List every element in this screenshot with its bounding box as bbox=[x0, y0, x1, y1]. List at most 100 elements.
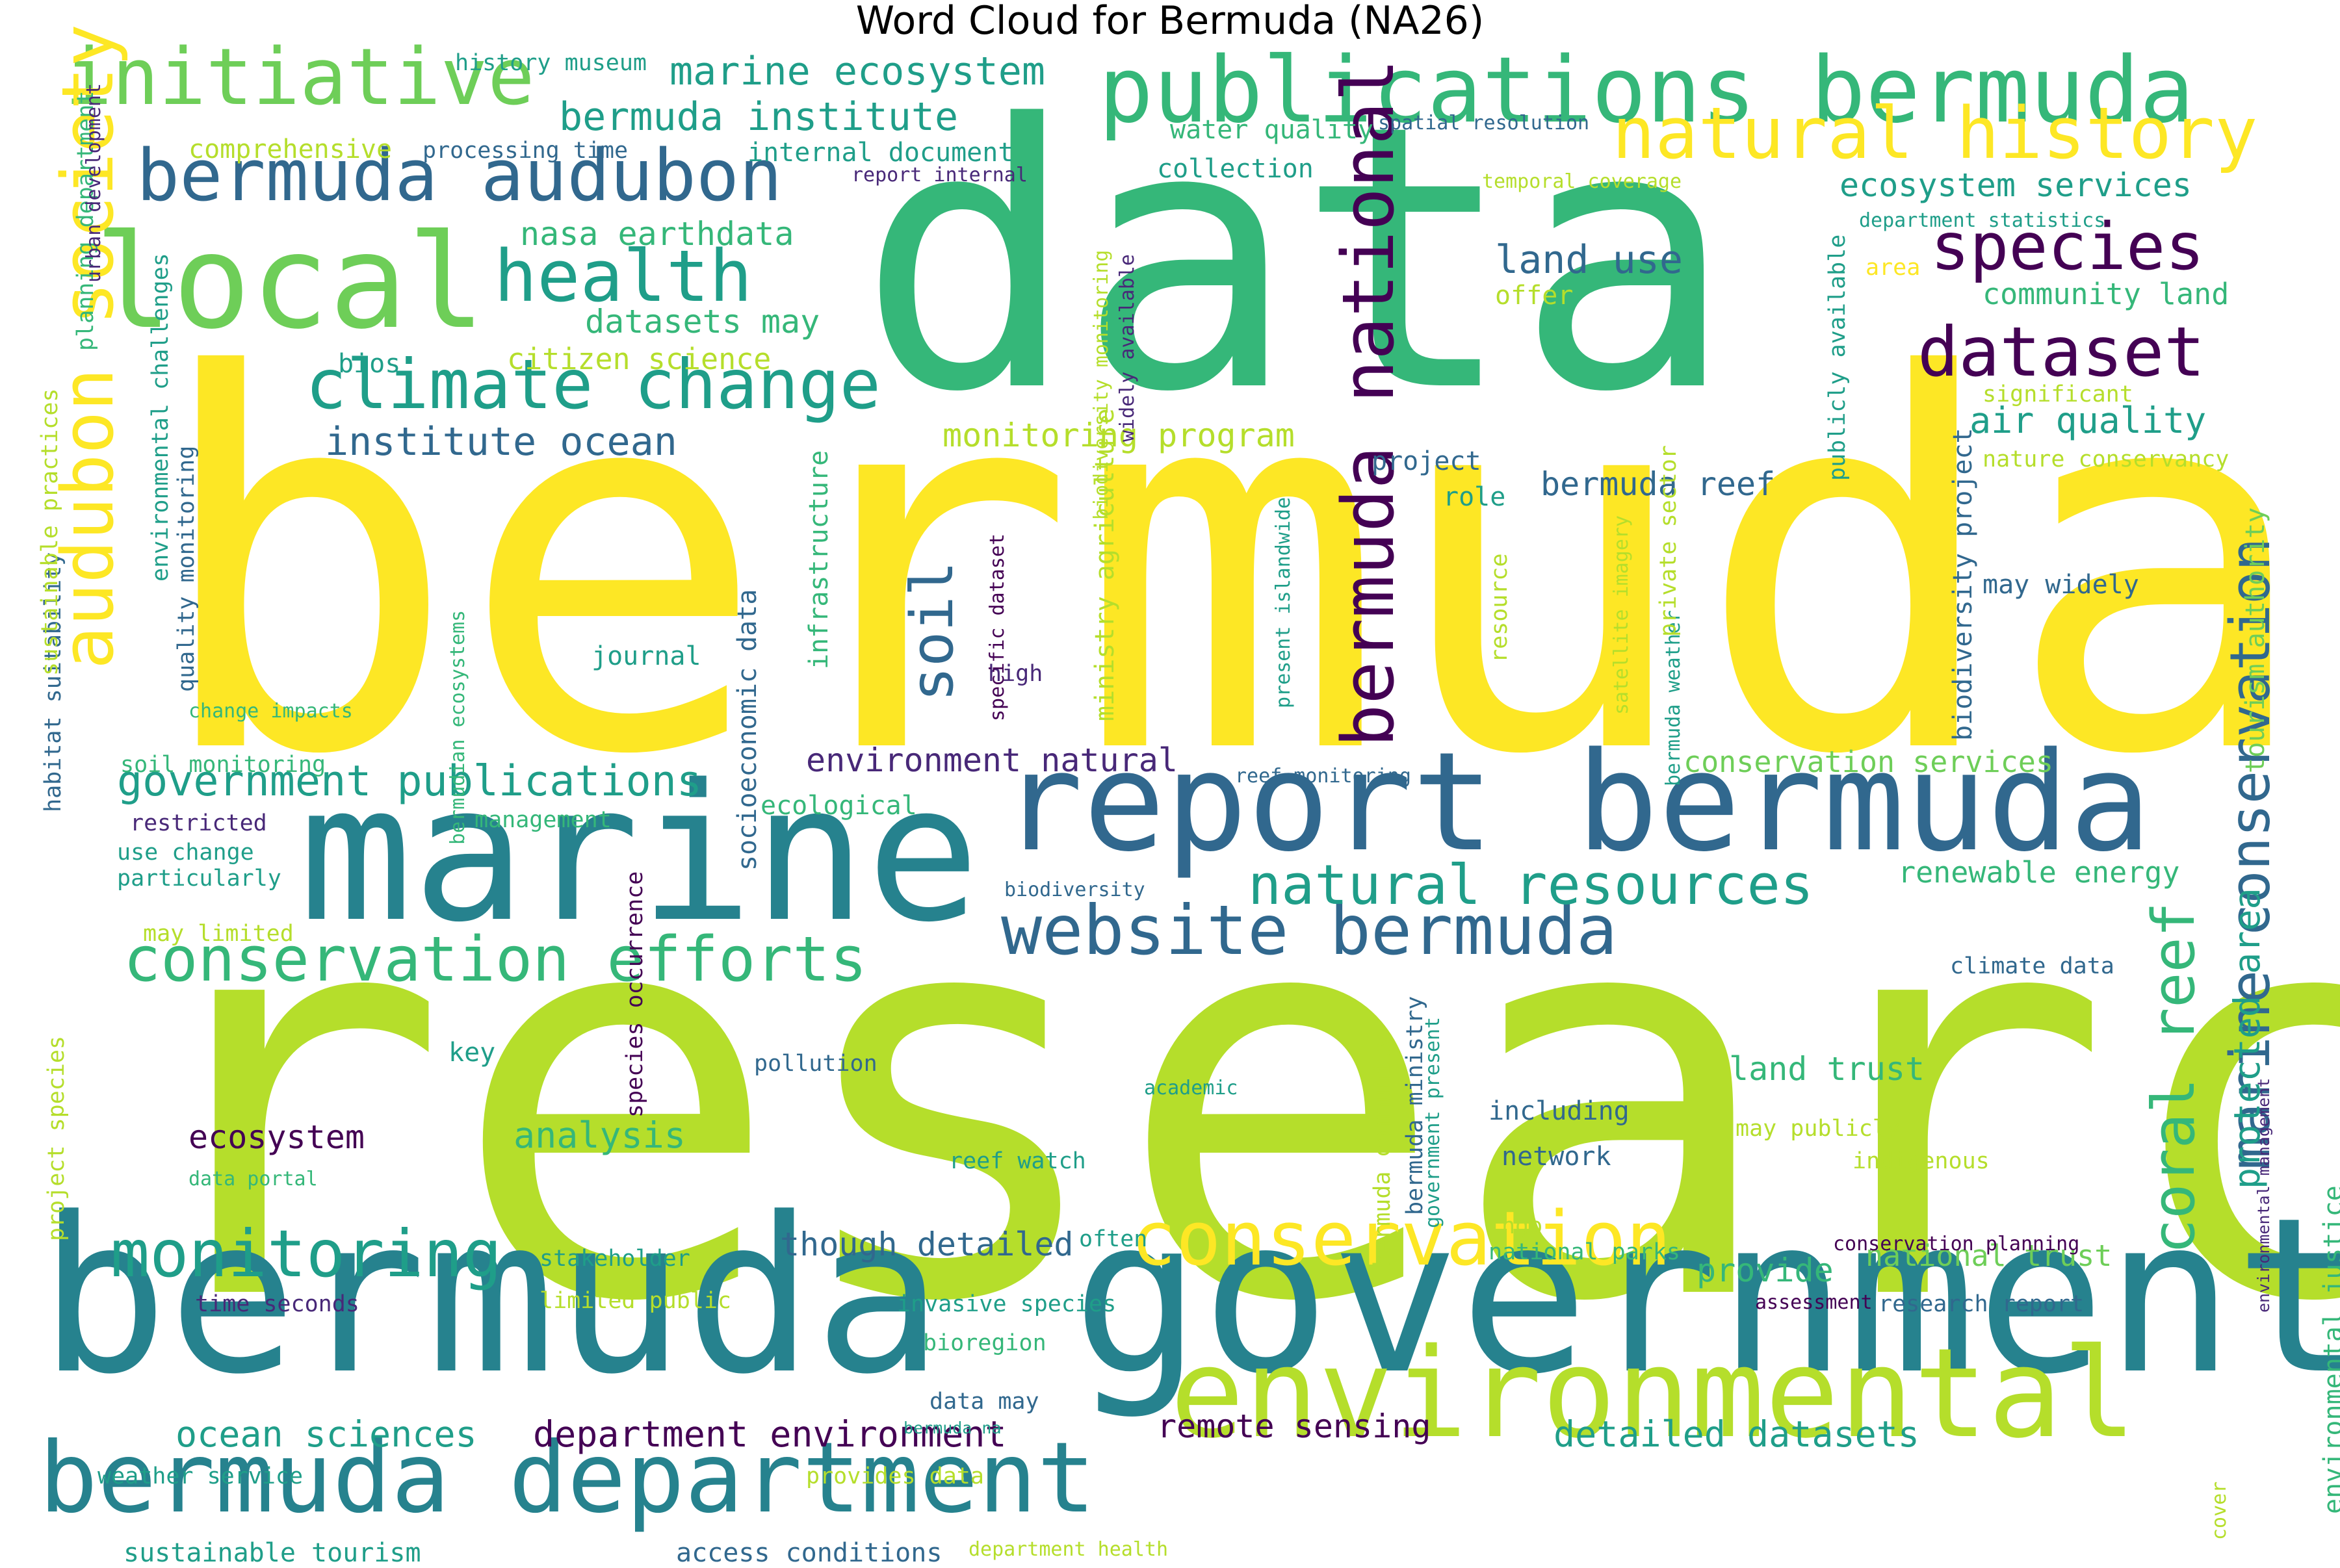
word: history museum bbox=[455, 50, 647, 76]
word: climate change bbox=[306, 345, 881, 424]
word: invasive species bbox=[897, 1291, 1117, 1317]
word: remote sensing bbox=[1157, 1407, 1431, 1445]
word: water quality bbox=[1170, 115, 1374, 145]
word: publications bermuda bbox=[1098, 38, 2194, 144]
word: spatial resolution bbox=[1378, 112, 1590, 135]
word: national parks bbox=[1488, 1239, 1681, 1265]
word: report bermuda bbox=[1001, 723, 2152, 882]
word: climate data bbox=[1950, 953, 2114, 979]
word: citizen science bbox=[507, 342, 772, 376]
word: department health bbox=[968, 1538, 1169, 1561]
word: area bbox=[1866, 255, 1921, 281]
word: quality monitoring bbox=[174, 445, 200, 692]
word: cover bbox=[2208, 1481, 2231, 1540]
word: data portal bbox=[188, 1168, 318, 1190]
word: bermuda audubon bbox=[136, 134, 783, 217]
word: including bbox=[1488, 1096, 1630, 1126]
word: environmental challenges bbox=[148, 253, 174, 582]
word: community land bbox=[1982, 277, 2230, 311]
word: private sector bbox=[1656, 444, 1682, 637]
word: ecosystem bbox=[188, 1118, 365, 1156]
word: bioregion bbox=[923, 1330, 1046, 1356]
word: environment natural bbox=[806, 741, 1178, 779]
word: bermuda institute bbox=[559, 94, 959, 140]
word: research bbox=[117, 780, 2340, 1422]
word: pollution bbox=[754, 1051, 878, 1077]
word: dataset bbox=[1918, 313, 2205, 392]
word: marine ecosystem bbox=[670, 49, 1045, 94]
word: journal bbox=[592, 641, 701, 671]
word: may publicly bbox=[1736, 1116, 1900, 1142]
word: environmental justice bbox=[2319, 1185, 2340, 1514]
word: processing time bbox=[422, 138, 629, 164]
word: biodiversity bbox=[1004, 879, 1145, 901]
word: natural history bbox=[1612, 92, 2258, 175]
word: department statistics bbox=[1859, 209, 2106, 232]
word: sustainable practices bbox=[37, 388, 63, 676]
word: monitoring program bbox=[942, 417, 1295, 454]
word: soil bbox=[898, 561, 967, 702]
word: may limited bbox=[143, 921, 294, 947]
word: change impacts bbox=[188, 700, 353, 723]
word: air quality bbox=[1970, 400, 2207, 441]
word: environmental management bbox=[2254, 1077, 2273, 1313]
word: bermuda government bbox=[39, 1172, 2340, 1421]
word: often bbox=[1079, 1226, 1148, 1252]
word: natural resources bbox=[1248, 853, 1814, 918]
word: network bbox=[1502, 1142, 1611, 1172]
word: weather service bbox=[98, 1463, 304, 1489]
word: limited public bbox=[540, 1288, 732, 1314]
word: government present bbox=[1422, 1016, 1444, 1228]
word: department environment bbox=[533, 1413, 1007, 1455]
word: bermuda bbox=[150, 270, 2314, 867]
word: local bbox=[94, 207, 486, 358]
word: project species bbox=[44, 1035, 70, 1241]
word: infrastructure bbox=[804, 450, 834, 669]
word: temporal coverage bbox=[1482, 170, 1682, 193]
word: may widely bbox=[1982, 570, 2139, 600]
word: comprehensive bbox=[188, 135, 393, 164]
word: health bbox=[494, 235, 753, 318]
word: government publications bbox=[117, 757, 703, 806]
word: conservation planning bbox=[1833, 1233, 2080, 1255]
word: socioeconomic data bbox=[733, 589, 762, 871]
word: coral reef bbox=[2140, 902, 2208, 1254]
word: restricted bbox=[130, 810, 267, 836]
word: management bbox=[474, 807, 612, 833]
word: collection bbox=[1157, 154, 1314, 184]
word: academic bbox=[1144, 1077, 1238, 1099]
word: stakeholder bbox=[540, 1246, 690, 1272]
word: nature conservancy bbox=[1982, 446, 2230, 472]
word: reef watch bbox=[949, 1148, 1086, 1174]
word: institute ocean bbox=[325, 419, 677, 465]
word: data bbox=[858, 48, 1735, 472]
word: significant bbox=[1982, 381, 2133, 407]
word: tourism authority bbox=[2241, 507, 2270, 773]
word: species occurrence bbox=[622, 871, 648, 1118]
word: bermuda department bbox=[39, 1422, 1096, 1535]
word: key bbox=[448, 1038, 496, 1068]
word: urban development bbox=[83, 83, 105, 283]
word: initiative bbox=[65, 32, 535, 123]
word: website bermuda bbox=[1001, 891, 1618, 970]
word: biodiversity project bbox=[1948, 428, 1978, 741]
word: national trust bbox=[1866, 1239, 2112, 1273]
word: sustainable tourism bbox=[124, 1538, 421, 1568]
word: marine bbox=[299, 745, 980, 964]
word: ngo bbox=[1502, 1213, 1543, 1239]
word: datasets may bbox=[585, 303, 820, 341]
word: report internal bbox=[852, 164, 1028, 186]
word: conservation efforts bbox=[124, 924, 867, 996]
word: indigenous bbox=[1852, 1148, 1990, 1174]
word: land use bbox=[1495, 237, 1683, 283]
word: detailed datasets bbox=[1554, 1413, 1919, 1455]
word: assessment bbox=[1755, 1291, 1873, 1314]
word: widely available bbox=[1116, 254, 1139, 442]
word: bermuda reef bbox=[1540, 465, 1776, 503]
word: bermuda national bbox=[1327, 58, 1410, 747]
word: publicly available bbox=[1825, 234, 1851, 481]
word: nasa earthdata bbox=[520, 215, 794, 253]
word: particularly bbox=[117, 866, 281, 892]
word: though detailed bbox=[780, 1226, 1074, 1263]
word: internal document bbox=[748, 138, 1014, 168]
